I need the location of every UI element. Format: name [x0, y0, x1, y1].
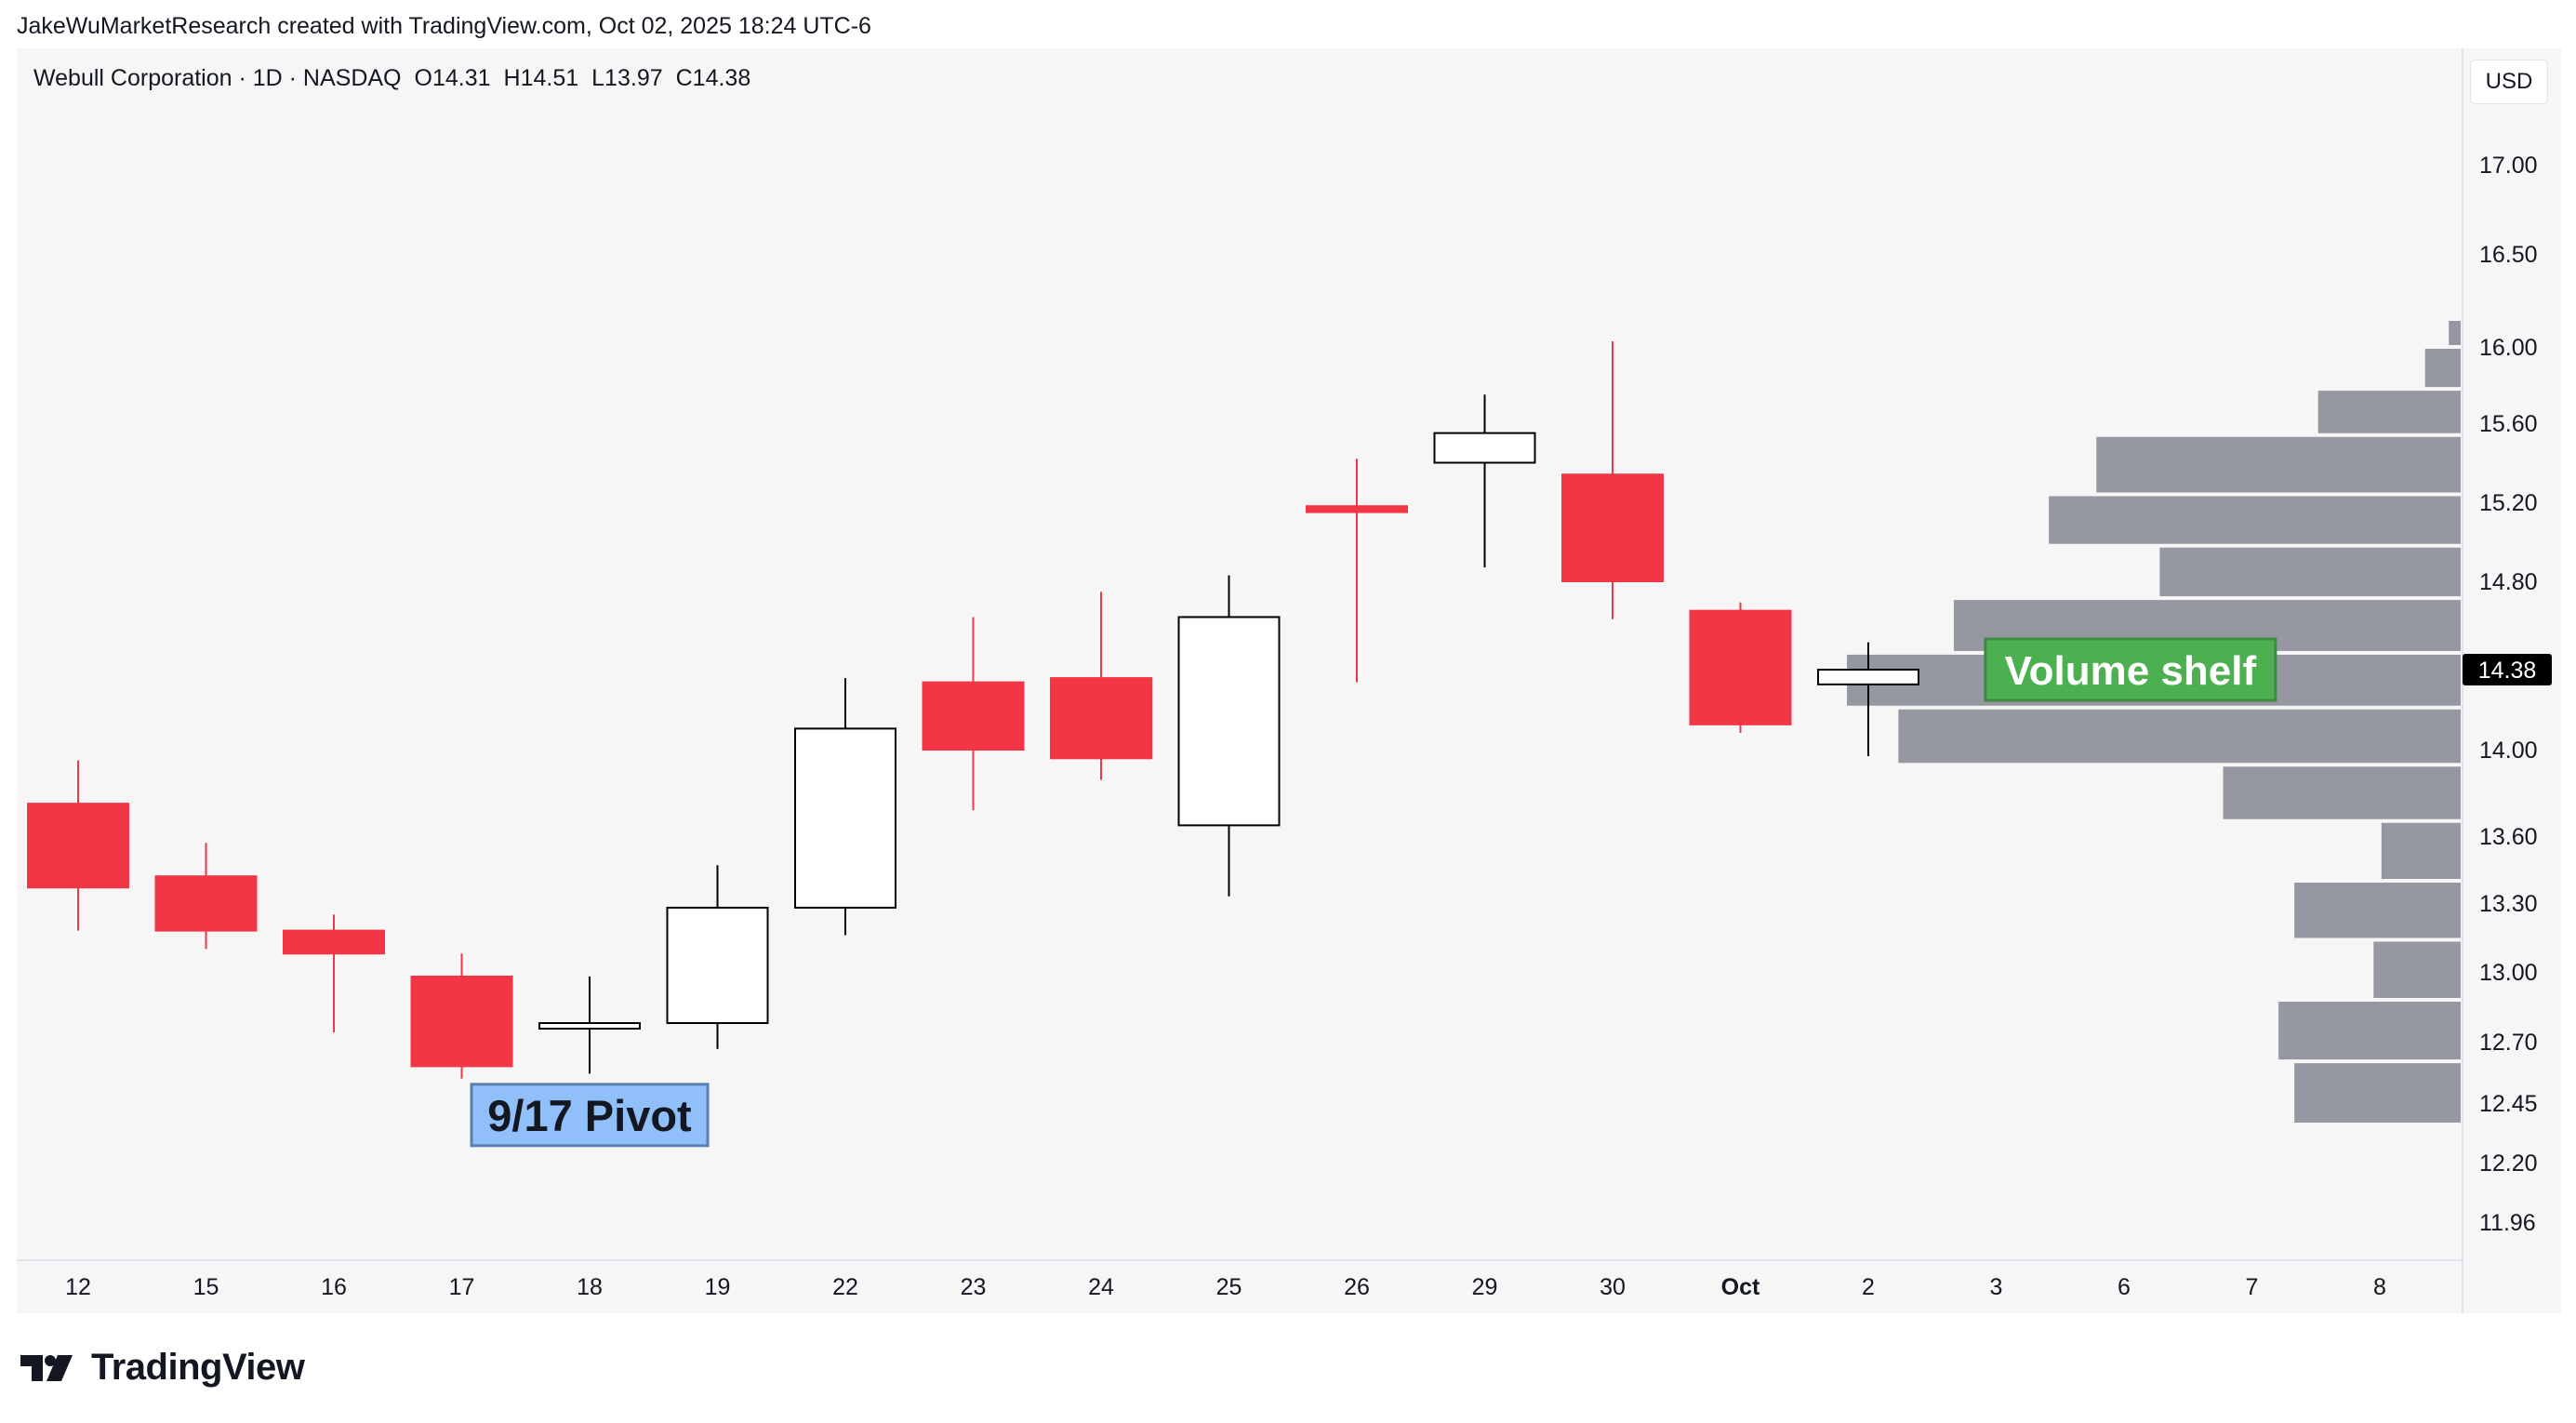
volume-shelf-annotation-box: [1984, 637, 2277, 702]
y-tick-label: 13.60: [2479, 824, 2538, 850]
volume-profile-bar: [2159, 547, 2461, 597]
candle-body: [410, 976, 513, 1068]
x-tick-label: 3: [1990, 1274, 2003, 1300]
y-tick-label: 13.00: [2479, 960, 2538, 986]
candle-body: [794, 727, 896, 909]
volume-profile-bar: [2294, 883, 2461, 938]
y-tick-label: 14.00: [2479, 738, 2538, 764]
y-tick-label: 12.70: [2479, 1030, 2538, 1056]
x-tick-label: 23: [961, 1274, 987, 1300]
candle-body: [27, 803, 129, 889]
legend-close: C14.38: [675, 65, 751, 91]
volume-profile-bar: [2223, 766, 2461, 819]
current-price-label: 14.38: [2478, 658, 2537, 684]
x-tick-label: 24: [1088, 1274, 1114, 1300]
y-tick-label: 16.50: [2479, 242, 2538, 268]
legend-title: Webull Corporation · 1D · NASDAQ: [33, 65, 402, 91]
volume-profile-bar: [2049, 496, 2461, 544]
x-tick-label: 16: [321, 1274, 347, 1300]
candle-body: [1561, 473, 1664, 582]
symbol-legend: Webull Corporation · 1D · NASDAQ O14.31 H1…: [33, 65, 764, 92]
current-price-tag: [2463, 654, 2552, 686]
candle-body: [1817, 669, 1919, 685]
x-tick-label: 18: [577, 1274, 603, 1300]
y-tick-label: 17.00: [2479, 153, 2538, 179]
candle-body: [1050, 677, 1152, 760]
x-tick-label: 15: [193, 1274, 219, 1300]
x-tick-label: 26: [1344, 1274, 1370, 1300]
volume-profile-bar: [1898, 709, 2461, 764]
y-tick-label: 13.30: [2479, 891, 2538, 917]
x-tick-label: 29: [1472, 1274, 1498, 1300]
x-tick-label: 17: [449, 1274, 475, 1300]
y-tick-label: 14.80: [2479, 569, 2538, 595]
candle-body: [1177, 616, 1281, 827]
candle-body: [922, 681, 1025, 751]
volume-profile-bar: [2096, 436, 2461, 493]
volume-profile-bar: [2294, 1063, 2461, 1124]
x-tick-label: 12: [65, 1274, 91, 1300]
pivot-annotation-box: [470, 1083, 710, 1148]
x-tick-label: 25: [1216, 1274, 1242, 1300]
x-tick-label: 19: [705, 1274, 731, 1300]
volume-profile-bar: [2424, 349, 2461, 388]
legend-open: O14.31: [414, 65, 491, 91]
volume-shelf-annotation-label: Volume shelf: [2005, 648, 2257, 694]
y-tick-label: 11.96: [2479, 1210, 2536, 1236]
candle-body: [666, 906, 769, 1025]
x-tick-label: Oct: [1721, 1274, 1760, 1300]
y-tick-label: 15.60: [2479, 411, 2538, 437]
candle-body: [1689, 609, 1792, 725]
candle-body: [283, 929, 385, 955]
legend-high: H14.51: [503, 65, 579, 91]
y-tick-label: 16.00: [2479, 335, 2538, 361]
tradingview-logo-text: TradingView: [91, 1347, 305, 1388]
volume-profile-bar: [2317, 391, 2461, 433]
tradingview-logo[interactable]: TradingView: [20, 1347, 305, 1389]
volume-profile-bar: [2381, 822, 2461, 879]
currency-button[interactable]: USD: [2470, 60, 2548, 104]
x-tick-label: 30: [1600, 1274, 1626, 1300]
y-tick-label: 12.20: [2479, 1150, 2538, 1177]
x-tick-label: 22: [832, 1274, 858, 1300]
x-tick-label: 6: [2118, 1274, 2131, 1300]
x-tick-label: 8: [2373, 1274, 2386, 1300]
volume-profile-bar: [2373, 941, 2461, 998]
legend-low: L13.97: [591, 65, 663, 91]
y-tick-label: 15.20: [2479, 490, 2538, 516]
x-tick-label: 7: [2246, 1274, 2259, 1300]
chart-credit: JakeWuMarketResearch created with Tradin…: [17, 13, 871, 39]
y-tick-label: 12.45: [2479, 1091, 2538, 1117]
x-tick-label: 2: [1862, 1274, 1875, 1300]
candle-body: [1306, 505, 1408, 513]
pivot-annotation-label: 9/17 Pivot: [487, 1091, 692, 1140]
candle-body: [154, 875, 258, 932]
volume-profile-bar: [2449, 321, 2461, 345]
candle-body: [538, 1022, 641, 1030]
volume-profile-bar: [2278, 1002, 2461, 1060]
candle-body: [1433, 432, 1536, 464]
tradingview-logo-icon: [20, 1354, 73, 1381]
